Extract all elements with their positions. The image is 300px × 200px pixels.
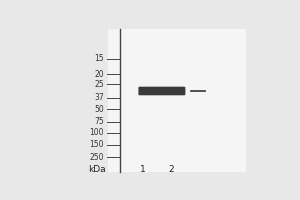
Text: 1: 1 — [140, 165, 146, 174]
Text: 75: 75 — [94, 117, 104, 126]
Text: 150: 150 — [89, 140, 104, 149]
Text: 25: 25 — [94, 80, 104, 89]
FancyBboxPatch shape — [138, 87, 185, 95]
Text: 50: 50 — [94, 105, 104, 114]
Text: kDa: kDa — [88, 165, 106, 174]
Text: 100: 100 — [89, 128, 104, 137]
Bar — [108, 29, 246, 172]
Text: 15: 15 — [94, 54, 104, 63]
Text: 37: 37 — [94, 93, 104, 102]
Text: 250: 250 — [89, 153, 104, 162]
Text: 20: 20 — [94, 70, 104, 79]
Text: 2: 2 — [168, 165, 174, 174]
